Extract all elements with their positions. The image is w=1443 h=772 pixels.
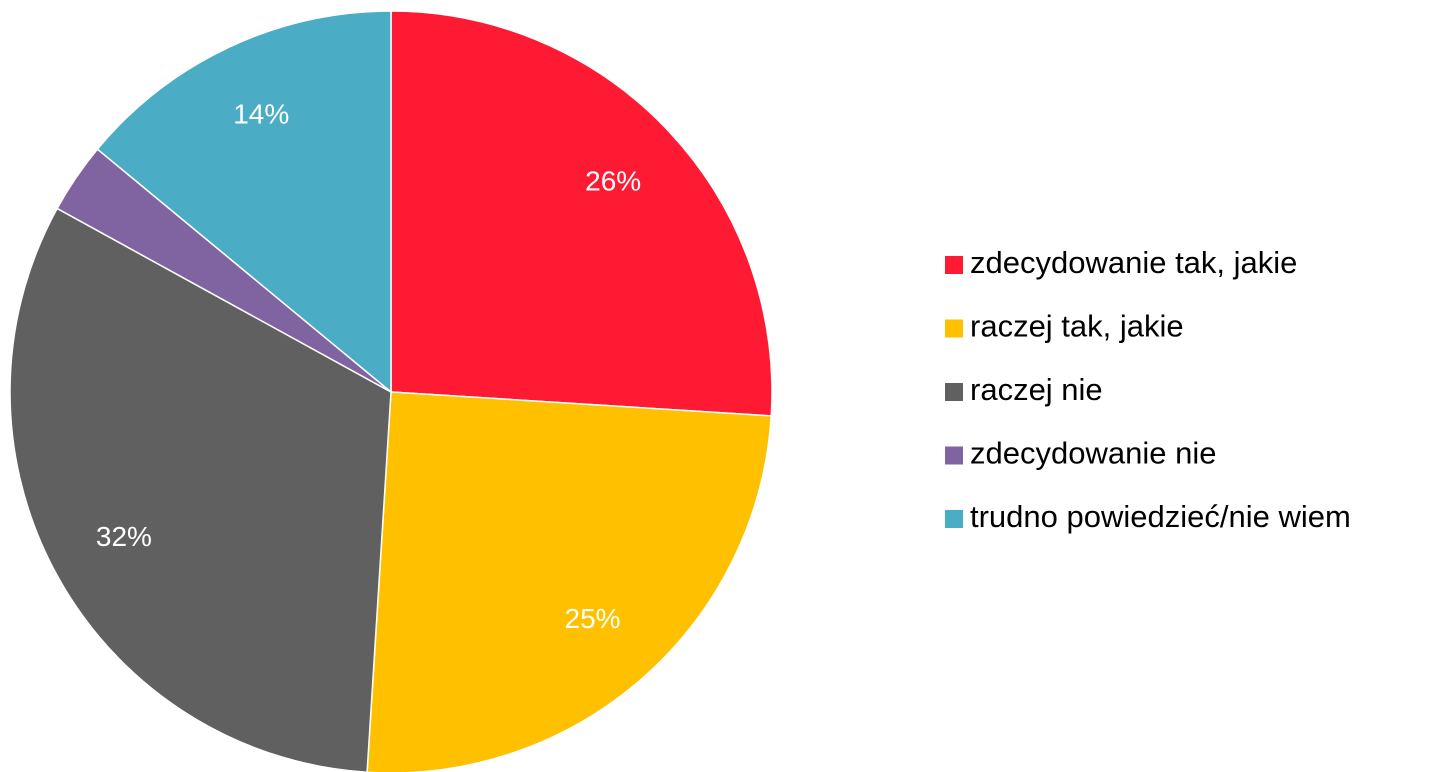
- legend-swatch: [945, 510, 963, 528]
- legend-label: zdecydowanie nie: [970, 436, 1216, 471]
- legend-swatch: [945, 256, 963, 274]
- legend-label: trudno powiedzieć/nie wiem: [970, 499, 1351, 534]
- legend-swatch: [945, 383, 963, 401]
- pie-slice: [390, 10, 773, 417]
- pie-slice: [96, 10, 392, 394]
- legend-label: raczej tak, jakie: [970, 309, 1184, 344]
- pie-slice: [9, 207, 392, 772]
- legend-label: zdecydowanie tak, jakie: [970, 245, 1297, 280]
- legend-swatch: [945, 319, 963, 338]
- legend-swatch: [945, 446, 963, 465]
- data-label: 25%: [565, 603, 621, 634]
- legend-label: raczej nie: [970, 372, 1103, 407]
- data-label: 26%: [585, 166, 641, 197]
- data-label: 32%: [96, 521, 152, 552]
- data-label: 14%: [233, 99, 289, 130]
- pie-slice: [366, 391, 773, 772]
